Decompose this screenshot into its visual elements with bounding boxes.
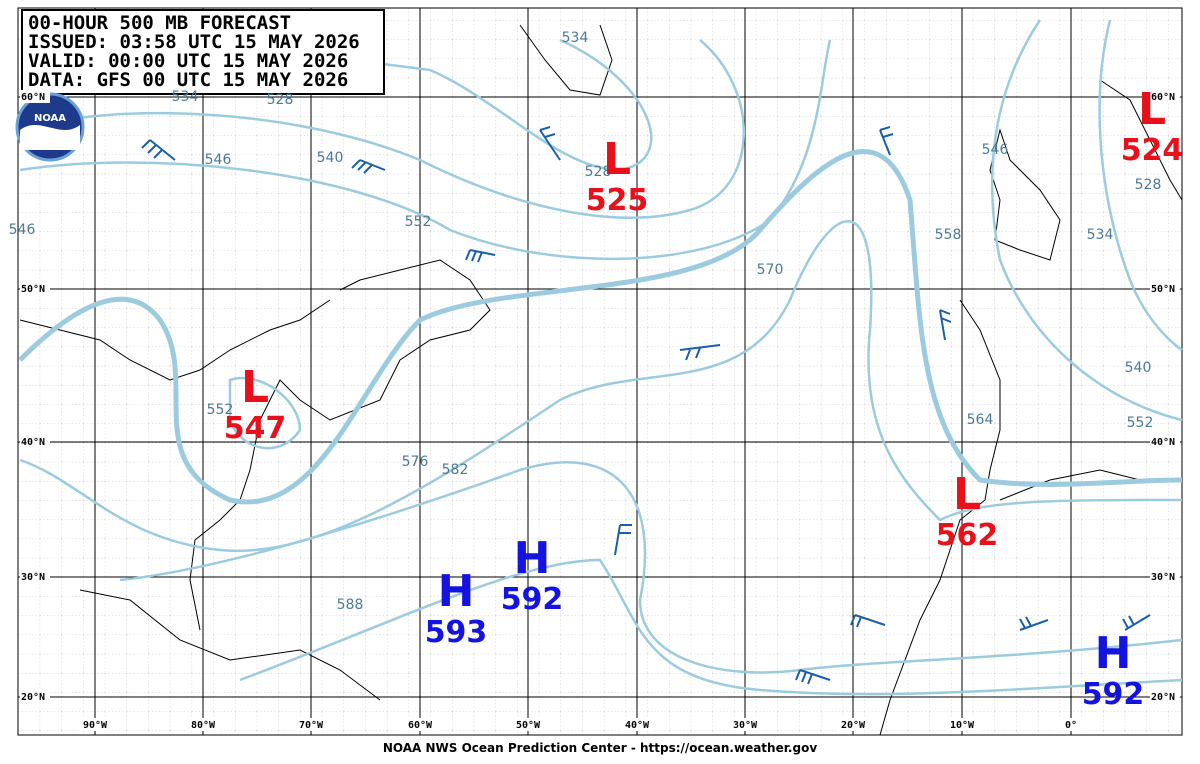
contour-label: 534 [562, 30, 589, 46]
header-line: VALID: 00:00 UTC 15 MAY 2026 [28, 50, 348, 72]
footer: NOAA NWS Ocean Prediction Center - https… [383, 741, 817, 755]
contour-label: 552 [207, 402, 234, 418]
header-box [21, 9, 385, 95]
contour-label: 546 [982, 142, 1009, 158]
label-bg [187, 718, 219, 731]
logo-text: NOAA [34, 113, 66, 124]
label-bg [621, 718, 653, 731]
lat-label: 20°N [21, 692, 45, 703]
map-frame [17, 7, 1183, 736]
contour-label: 564 [967, 412, 994, 428]
center-value: 525 [586, 183, 649, 218]
contour-label: 576 [402, 454, 429, 470]
lon-label: 20°W [841, 720, 866, 731]
label-bg [1150, 282, 1180, 295]
center-symbol: L [241, 362, 269, 413]
lon-label: 40°W [625, 720, 650, 731]
label-bg [20, 435, 50, 448]
label-bg [404, 718, 436, 731]
lon-label: 80°W [191, 720, 216, 731]
label-bg [837, 718, 869, 731]
lon-label: 50°W [516, 720, 541, 731]
header-line: 00-HOUR 500 MB FORECAST [28, 12, 291, 34]
label-bg [512, 718, 544, 731]
center-symbol: H [1095, 628, 1132, 679]
lat-label: 50°N [21, 284, 45, 295]
label-bg [729, 718, 761, 731]
lon-label: 90°W [83, 720, 108, 731]
contour-label: 552 [1127, 415, 1154, 431]
lon-label: 30°W [733, 720, 758, 731]
contour-label: 558 [935, 227, 962, 243]
center-value: 524 [1121, 133, 1184, 168]
center-value: 592 [501, 582, 564, 617]
label-bg [946, 718, 978, 731]
contour-label: 534 [172, 89, 199, 105]
contour-label: 528 [267, 92, 294, 108]
noaa-logo [15, 92, 85, 162]
center-symbol: L [953, 469, 981, 520]
contour-label: 570 [757, 262, 784, 278]
contour-label: 540 [1125, 360, 1152, 376]
contour-label: 552 [405, 214, 432, 230]
lon-label: 0° [1065, 720, 1077, 731]
lon-label: 10°W [950, 720, 975, 731]
contour-label: 540 [317, 150, 344, 166]
label-bg [1150, 90, 1180, 103]
lat-label: 20°N [1151, 692, 1175, 703]
lon-label: 60°W [408, 720, 433, 731]
lat-label: 40°N [1151, 437, 1175, 448]
center-value: 593 [425, 615, 488, 650]
center-value: 562 [936, 518, 999, 553]
contour-label: 546 [205, 152, 232, 168]
label-bg [1150, 435, 1180, 448]
label-bg [1055, 718, 1087, 731]
label-bg [20, 90, 50, 103]
center-symbol: H [514, 533, 551, 584]
label-bg [20, 282, 50, 295]
contour-label: 588 [337, 597, 364, 613]
graticule [18, 8, 1182, 735]
center-symbol: L [603, 134, 631, 185]
label-bg [20, 690, 50, 703]
lat-label: 50°N [1151, 284, 1175, 295]
contour-label: 528 [1135, 177, 1162, 193]
wind-barbs [141, 126, 1151, 685]
label-bg [295, 718, 327, 731]
label-bg [1150, 690, 1180, 703]
center-value: 592 [1082, 677, 1145, 712]
contour-label: 534 [1087, 227, 1114, 243]
center-symbol: H [438, 566, 475, 617]
contour-label: 582 [442, 462, 469, 478]
label-bg [20, 570, 50, 583]
header-line: DATA: GFS 00 UTC 15 MAY 2026 [28, 69, 348, 91]
lat-label: 30°N [1151, 572, 1175, 583]
contour-label: 546 [9, 222, 36, 238]
lat-label: 40°N [21, 437, 45, 448]
lat-label: 60°N [1151, 92, 1175, 103]
lat-label: 30°N [21, 572, 45, 583]
center-symbol: L [1138, 84, 1166, 135]
contour-label: 528 [585, 164, 612, 180]
label-bg [1150, 570, 1180, 583]
lon-label: 70°W [299, 720, 324, 731]
label-bg [79, 718, 111, 731]
lat-label: 60°N [21, 92, 45, 103]
header-line: ISSUED: 03:58 UTC 15 MAY 2026 [28, 31, 360, 53]
center-value: 547 [224, 411, 287, 446]
